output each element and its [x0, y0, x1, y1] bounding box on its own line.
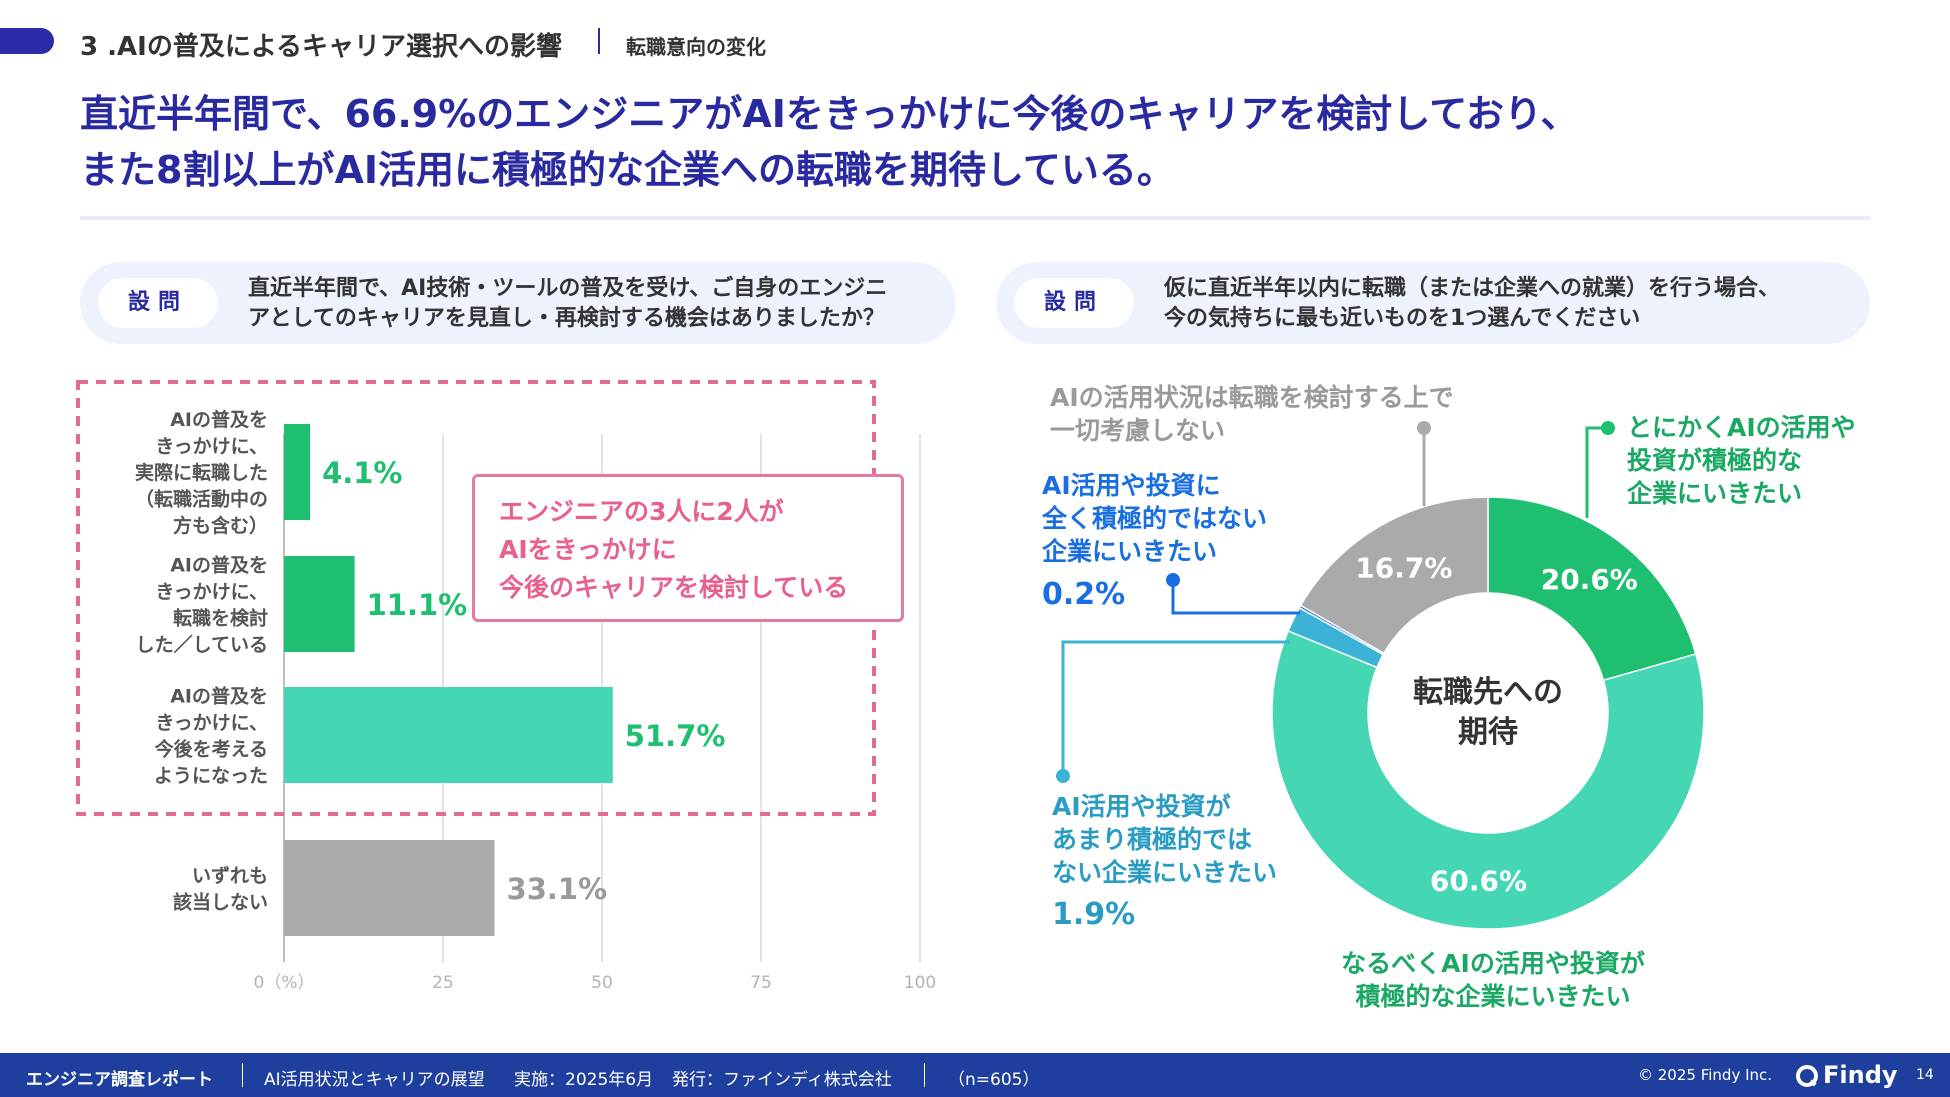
leader-line	[1171, 584, 1300, 615]
bar-value-label: 51.7%	[625, 719, 726, 753]
slice-label: AI活用や投資に	[1042, 471, 1221, 500]
section-title: 3 .AIの普及によるキャリア選択への影響	[80, 32, 563, 62]
category-label: AIの普及を	[170, 408, 268, 431]
category-label: ようになった	[154, 765, 268, 787]
page-headline: 直近半年間で、66.9%のエンジニアがAIをきっかけに今後のキャリアを検討してお…	[80, 86, 1880, 198]
category-label: （転職活動中の	[135, 488, 268, 511]
category-label: 今後を考える	[154, 737, 268, 760]
x-tick-label: 50	[591, 973, 613, 993]
footer-bar: エンジニア調査レポート AI活用状況とキャリアの展望 実施：2025年6月 発行…	[0, 1053, 1950, 1097]
leader-dot	[1417, 421, 1431, 435]
question-label: 設問	[1014, 278, 1134, 328]
section-marker	[0, 28, 54, 54]
section-subtitle: 転職意向の変化	[626, 35, 766, 59]
slice-value-label: 1.9%	[1052, 897, 1135, 932]
category-label: AIの普及を	[170, 553, 268, 576]
category-label: きっかけに、	[155, 436, 268, 458]
bar	[284, 556, 355, 652]
footer-report-title: エンジニア調査レポート	[26, 1070, 213, 1090]
footer-divider	[924, 1063, 925, 1087]
bar-value-label: 33.1%	[507, 872, 608, 906]
question-text-right: 仮に直近半年以内に転職（または企業への就業）を行う場合、 今の気持ちに最も近いも…	[1164, 274, 1780, 334]
footer-date: 実施：2025年6月	[514, 1070, 654, 1090]
slice-label: とにかくAIの活用や	[1627, 413, 1856, 442]
bar	[284, 840, 495, 936]
bar-value-label: 11.1%	[367, 588, 468, 622]
leader-dot	[1166, 573, 1180, 587]
question-right-line-1: 仮に直近半年以内に転職（または企業への就業）を行う場合、	[1164, 276, 1781, 301]
footer-copyright: © 2025 Findy Inc.	[1638, 1066, 1773, 1084]
callout-line-1: エンジニアの3人に2人が	[499, 497, 784, 526]
x-tick-label: 25	[432, 973, 454, 993]
donut-slice	[1298, 604, 1385, 656]
question-box-right: 設問 仮に直近半年以内に転職（または企業への就業）を行う場合、 今の気持ちに最も…	[996, 262, 1870, 344]
slice-label: 投資が積極的な	[1627, 446, 1802, 475]
footer-sample-size: （n=605）	[948, 1070, 1040, 1090]
category-label: 方も含む）	[173, 514, 268, 537]
question-label: 設問	[98, 278, 218, 328]
donut-center-line-2: 期待	[1458, 715, 1518, 750]
slice-value-label: 60.6%	[1430, 865, 1527, 898]
x-tick-label: 100	[904, 973, 936, 993]
slice-label: 全く積極的ではない	[1041, 504, 1267, 533]
findy-logo-icon	[1796, 1065, 1818, 1087]
footer-theme: AI活用状況とキャリアの展望	[264, 1070, 485, 1090]
category-label: いずれも	[192, 865, 268, 887]
question-box-left: 設問 直近半年間で、AI技術・ツールの普及を受け、ご自身のエンジニ アとしてのキ…	[80, 262, 956, 344]
leader-line	[1061, 640, 1290, 770]
question-text-left: 直近半年間で、AI技術・ツールの普及を受け、ご自身のエンジニ アとしてのキャリア…	[248, 274, 887, 334]
slice-label: AI活用や投資が	[1052, 792, 1231, 821]
donut-slice	[1287, 606, 1385, 669]
x-tick-label: 75	[750, 973, 772, 993]
donut-slice	[1299, 496, 1489, 655]
slice-label: 企業にいきたい	[1042, 537, 1217, 566]
headline-rule	[80, 216, 1870, 220]
donut-slice	[1487, 496, 1697, 682]
leader-dot	[1056, 769, 1070, 783]
leader-dot	[1601, 421, 1615, 435]
bar-chart: 0（%） 25 50 75 1004.1%AIの普及をきっかけに、実際に転職した（転職活…	[76, 380, 936, 993]
slice-label: 一切考慮しない	[1050, 416, 1225, 445]
category-label: AIの普及を	[170, 684, 268, 707]
category-label: 該当しない	[173, 890, 268, 913]
findy-logo-text: Findy	[1823, 1061, 1898, 1089]
slice-label: 積極的な企業にいきたい	[1355, 982, 1630, 1011]
slice-label: ない企業にいきたい	[1052, 858, 1277, 887]
page-number: 14	[1916, 1067, 1934, 1083]
leader-line	[1585, 426, 1606, 518]
category-label: 実際に転職した	[135, 461, 268, 484]
category-label: きっかけに、	[155, 581, 268, 603]
footer-publisher: 発行：ファインディ株式会社	[672, 1070, 892, 1090]
slice-label: なるべくAIの活用や投資が	[1341, 949, 1645, 978]
slice-label: あまり積極的では	[1052, 825, 1252, 854]
slice-label: 企業にいきたい	[1627, 479, 1802, 508]
slice-value-label: 0.2%	[1042, 577, 1125, 612]
callout-line-2: AIをきっかけに	[499, 535, 677, 564]
slice-label: AIの活用状況は転職を検討する上で	[1050, 383, 1454, 412]
category-label: 転職を検討	[173, 606, 268, 629]
headline-line-1: 直近半年間で、66.9%のエンジニアがAIをきっかけに今後のキャリアを検討してお…	[80, 92, 1579, 136]
slice-value-label: 20.6%	[1541, 563, 1638, 596]
question-left-line-2: アとしてのキャリアを見直し・再検討する機会はありましたか？	[248, 306, 885, 331]
category-label: した／している	[136, 633, 268, 656]
donut-slice	[1271, 629, 1705, 930]
headline-line-2: また8割以上がAI活用に積極的な企業への転職を期待している。	[80, 148, 1175, 192]
donut-center-line-1: 転職先への	[1413, 675, 1563, 710]
section-divider	[598, 28, 600, 54]
bar	[284, 687, 613, 783]
callout-line-3: 今後のキャリアを検討している	[499, 573, 849, 602]
bar-value-label: 4.1%	[322, 456, 402, 490]
question-left-line-1: 直近半年間で、AI技術・ツールの普及を受け、ご自身のエンジニ	[248, 276, 888, 301]
category-label: きっかけに、	[155, 712, 268, 734]
footer-divider	[242, 1063, 243, 1087]
x-tick-label: 0（%）	[254, 973, 315, 993]
slice-value-label: 16.7%	[1355, 552, 1452, 585]
callout-box: エンジニアの3人に2人が AIをきっかけに 今後のキャリアを検討している	[472, 474, 904, 622]
question-right-line-2: 今の気持ちに最も近いものを1つ選んでください	[1164, 306, 1641, 331]
bar	[284, 424, 311, 520]
